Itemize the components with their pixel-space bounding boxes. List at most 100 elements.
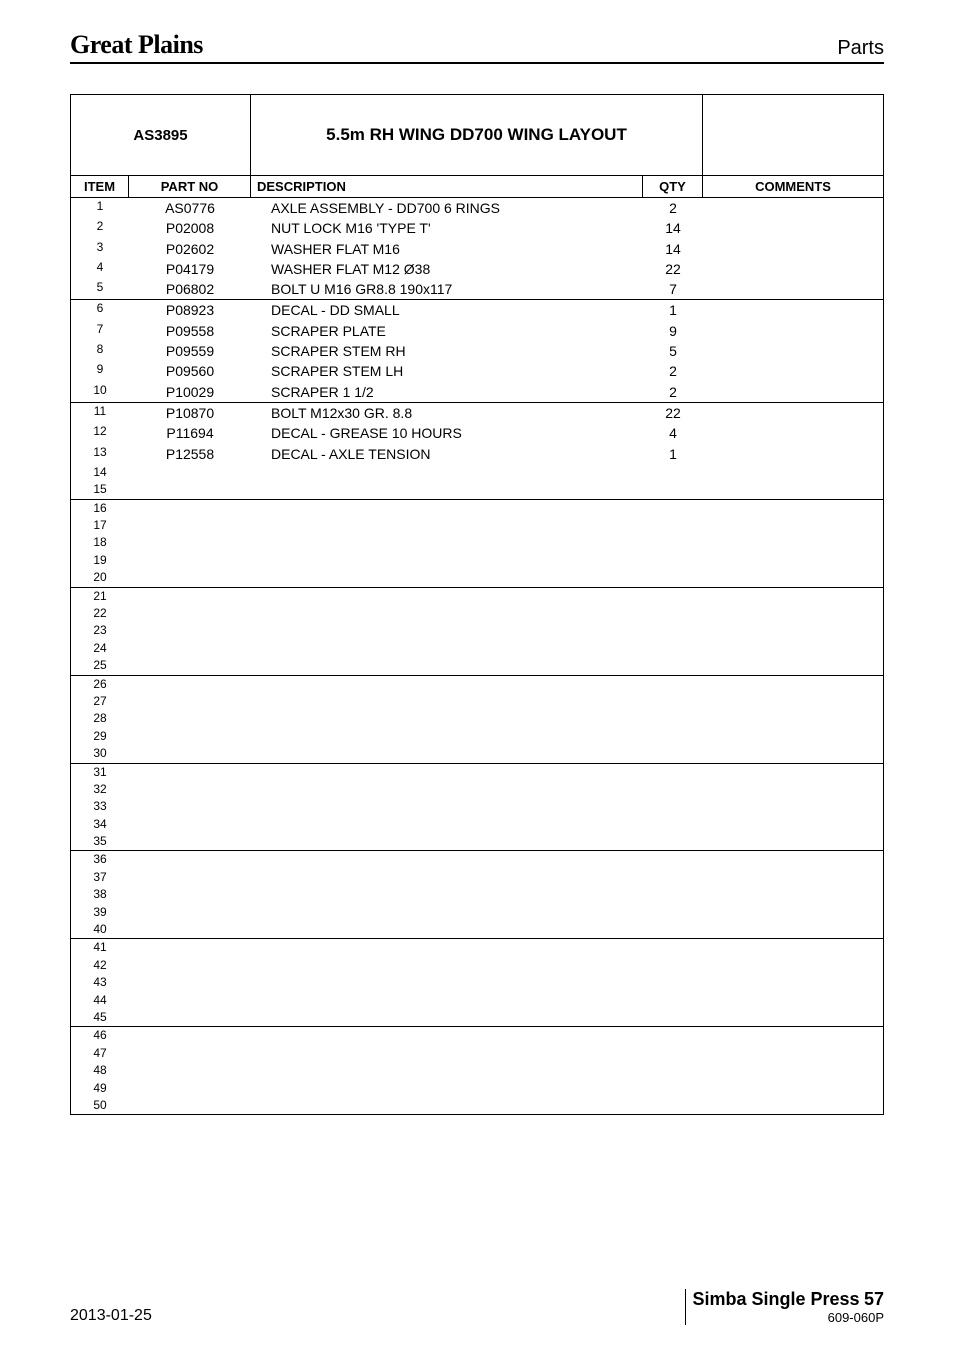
- cell-part: [129, 939, 251, 956]
- footer-title: Simba Single Press: [692, 1289, 859, 1309]
- cell-part: [129, 798, 251, 815]
- cell-part: [129, 974, 251, 991]
- cell-comments: [703, 728, 883, 745]
- cell-item: 43: [71, 974, 129, 991]
- cell-qty: [643, 534, 703, 551]
- cell-part: [129, 552, 251, 569]
- cell-desc: [251, 552, 643, 569]
- cell-comments: [703, 992, 883, 1009]
- cell-comments: [703, 239, 883, 259]
- cell-desc: [251, 728, 643, 745]
- cell-comments: [703, 1009, 883, 1026]
- cell-comments: [703, 198, 883, 218]
- table-row-group: 2122232425: [71, 588, 883, 676]
- table-row-group: 6P08923DECAL - DD SMALL17P09558SCRAPER P…: [71, 300, 883, 402]
- cell-part: [129, 517, 251, 534]
- cell-item: 30: [71, 745, 129, 762]
- cell-qty: [643, 1009, 703, 1026]
- cell-qty: [643, 798, 703, 815]
- cell-desc: [251, 500, 643, 517]
- cell-qty: [643, 693, 703, 710]
- section-label: Parts: [837, 37, 884, 60]
- cell-part: [129, 1009, 251, 1026]
- table-row: 27: [71, 693, 883, 710]
- table-row: 31: [71, 764, 883, 781]
- cell-item: 42: [71, 957, 129, 974]
- cell-part: [129, 851, 251, 868]
- cell-comments: [703, 886, 883, 903]
- cell-qty: [643, 500, 703, 517]
- table-row: 32: [71, 781, 883, 798]
- cell-part: AS0776: [129, 198, 251, 218]
- cell-desc: [251, 481, 643, 498]
- cell-item: 13: [71, 444, 129, 464]
- table-row: 14: [71, 464, 883, 481]
- cell-comments: [703, 517, 883, 534]
- cell-item: 17: [71, 517, 129, 534]
- table-row: 18: [71, 534, 883, 551]
- cell-comments: [703, 218, 883, 238]
- cell-part: [129, 588, 251, 605]
- cell-qty: [643, 869, 703, 886]
- cell-qty: [643, 605, 703, 622]
- cell-part: P11694: [129, 423, 251, 443]
- table-row: 39: [71, 904, 883, 921]
- cell-desc: [251, 764, 643, 781]
- cell-part: [129, 992, 251, 1009]
- table-row-group: 2627282930: [71, 676, 883, 764]
- cell-desc: [251, 992, 643, 1009]
- cell-qty: [643, 552, 703, 569]
- cell-desc: [251, 676, 643, 693]
- table-row: 48: [71, 1062, 883, 1079]
- cell-comments: [703, 259, 883, 279]
- cell-desc: [251, 833, 643, 850]
- cell-qty: 22: [643, 403, 703, 423]
- cell-item: 19: [71, 552, 129, 569]
- cell-qty: 5: [643, 341, 703, 361]
- cell-qty: [643, 974, 703, 991]
- cell-qty: [643, 569, 703, 586]
- cell-part: [129, 957, 251, 974]
- cell-part: [129, 534, 251, 551]
- cell-desc: [251, 534, 643, 551]
- page: Great Plains Parts AS3895 5.5m RH WING D…: [0, 0, 954, 1350]
- table-row: 7P09558SCRAPER PLATE9: [71, 321, 883, 341]
- cell-item: 38: [71, 886, 129, 903]
- cell-desc: [251, 657, 643, 674]
- cell-item: 47: [71, 1045, 129, 1062]
- table-row: 17: [71, 517, 883, 534]
- cell-desc: [251, 605, 643, 622]
- cell-comments: [703, 552, 883, 569]
- cell-qty: [643, 1062, 703, 1079]
- cell-comments: [703, 939, 883, 956]
- cell-item: 40: [71, 921, 129, 938]
- col-header-desc: DESCRIPTION: [251, 176, 643, 197]
- table-header: ITEM PART NO DESCRIPTION QTY COMMENTS: [71, 175, 883, 198]
- table-row: 29: [71, 728, 883, 745]
- table-row: 45: [71, 1009, 883, 1026]
- cell-comments: [703, 798, 883, 815]
- cell-comments: [703, 588, 883, 605]
- cell-part: [129, 1027, 251, 1044]
- cell-part: [129, 657, 251, 674]
- cell-part: P04179: [129, 259, 251, 279]
- cell-qty: [643, 622, 703, 639]
- table-row: 2P02008NUT LOCK M16 'TYPE T'14: [71, 218, 883, 238]
- cell-part: P12558: [129, 444, 251, 464]
- cell-qty: [643, 657, 703, 674]
- cell-part: [129, 710, 251, 727]
- table-row: 16: [71, 500, 883, 517]
- table-row-group: 4142434445: [71, 939, 883, 1027]
- footer-page: 57: [864, 1289, 884, 1309]
- table-row: 9P09560SCRAPER STEM LH2: [71, 361, 883, 381]
- table-row: 44: [71, 992, 883, 1009]
- cell-qty: [643, 588, 703, 605]
- cell-item: 16: [71, 500, 129, 517]
- table-row: 20: [71, 569, 883, 586]
- cell-part: [129, 781, 251, 798]
- cell-part: P09559: [129, 341, 251, 361]
- cell-comments: [703, 1062, 883, 1079]
- cell-part: [129, 605, 251, 622]
- table-row: 46: [71, 1027, 883, 1044]
- cell-desc: BOLT M12x30 GR. 8.8: [251, 403, 643, 423]
